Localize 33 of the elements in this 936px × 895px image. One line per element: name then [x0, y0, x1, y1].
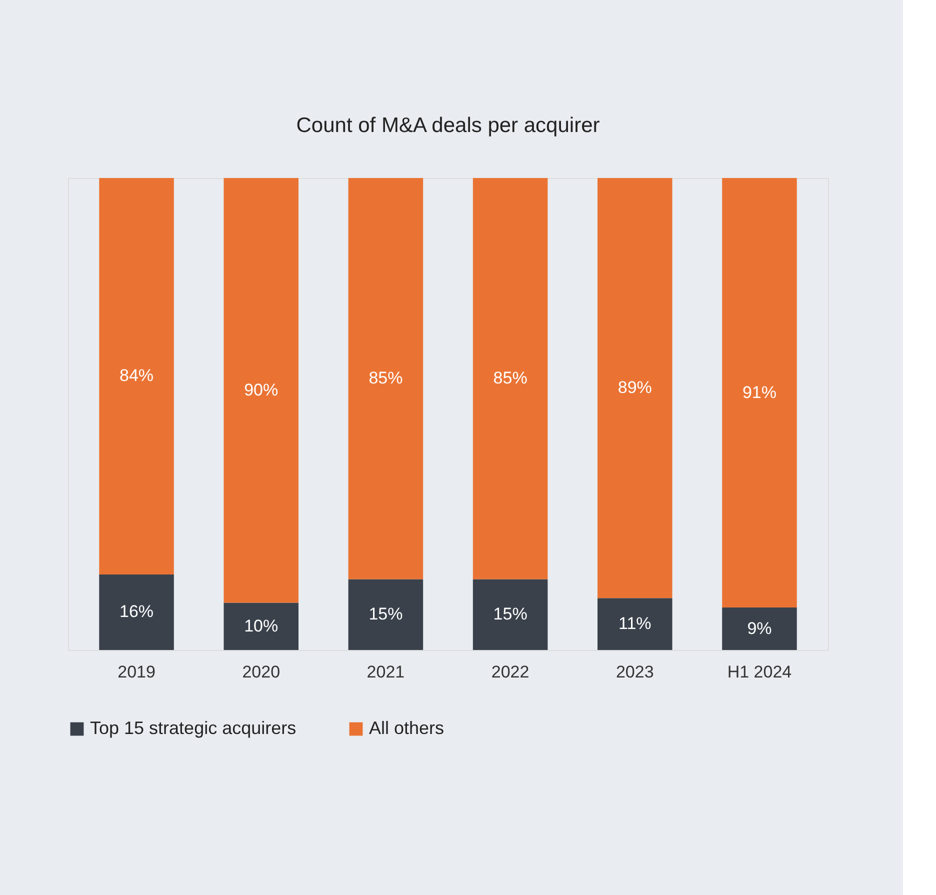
bar	[224, 602, 298, 650]
x-tick-label: 2019	[118, 662, 156, 682]
legend-label: All others	[369, 718, 444, 738]
data-label: 90%	[244, 380, 278, 400]
bar	[472, 178, 548, 580]
data-label: 15%	[493, 604, 528, 624]
data-label: 9%	[747, 618, 772, 638]
x-tick-label: H1 2024	[727, 662, 792, 682]
bar	[722, 608, 797, 650]
bar	[224, 178, 298, 603]
x-tick-label: 2022	[491, 662, 530, 682]
data-label: 89%	[618, 378, 652, 398]
bar	[472, 579, 548, 650]
x-tick-label: 2023	[616, 662, 654, 682]
data-label: 16%	[120, 602, 154, 622]
bar	[99, 574, 174, 650]
data-label: 15%	[368, 604, 403, 624]
x-tick-label: 2020	[242, 662, 280, 682]
data-label: 84%	[120, 366, 154, 386]
data-label: 85%	[368, 368, 403, 388]
bar	[598, 178, 672, 598]
x-tick-label: 2021	[366, 662, 405, 682]
data-label: 91%	[742, 382, 776, 402]
data-label: 10%	[244, 616, 278, 636]
bar	[348, 178, 424, 580]
data-label: 85%	[493, 368, 528, 388]
chart-title: Count of M&A deals per acquirer	[296, 114, 600, 137]
bar	[99, 178, 174, 574]
bar	[598, 598, 672, 650]
bar	[348, 579, 424, 650]
bar	[722, 178, 797, 608]
legend-label: Top 15 strategic acquirers	[90, 718, 296, 738]
data-label: 11%	[618, 614, 652, 634]
